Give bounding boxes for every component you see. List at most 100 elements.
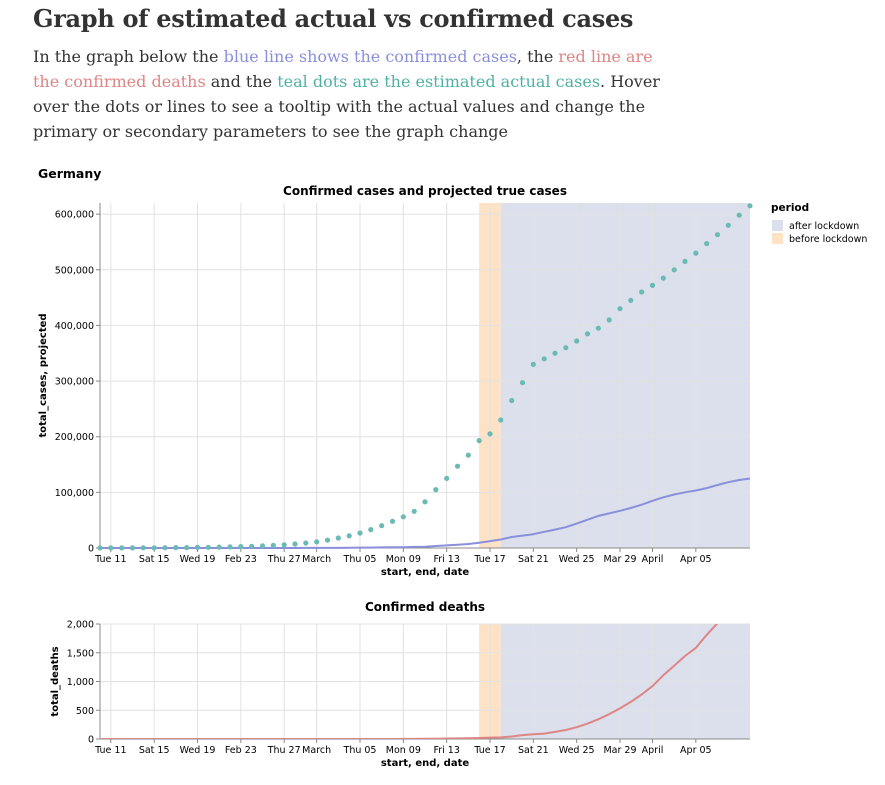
projected-case-point[interactable] <box>422 499 428 505</box>
projected-case-point[interactable] <box>541 356 547 362</box>
intro-teal-dots-text: teal dots are the estimated actual cases <box>277 72 601 91</box>
projected-case-point[interactable] <box>259 543 266 549</box>
y-tick-label: 2,000 <box>67 620 94 631</box>
projected-case-point[interactable] <box>682 258 688 264</box>
projected-case-point[interactable] <box>119 545 125 551</box>
projected-case-point[interactable] <box>584 331 591 337</box>
x-tick-label: April <box>642 554 664 565</box>
projected-case-point[interactable] <box>530 361 536 367</box>
projected-case-point[interactable] <box>574 338 580 344</box>
x-tick-label: Mon 09 <box>386 745 421 756</box>
x-tick-label: Apr 05 <box>680 745 712 756</box>
projected-case-point[interactable] <box>747 203 753 209</box>
y-axis-title: total_cases, projected <box>38 313 49 437</box>
page-title: Graph of estimated actual vs confirmed c… <box>33 4 634 33</box>
x-tick-label: Thu 27 <box>267 554 301 565</box>
x-tick-label: Sat 15 <box>139 745 170 756</box>
projected-case-point[interactable] <box>552 350 558 356</box>
legend-swatch-after-lockdown[interactable] <box>772 220 783 231</box>
y-tick-label: 500,000 <box>55 265 94 276</box>
projected-case-point[interactable] <box>368 527 374 533</box>
projected-case-point[interactable] <box>281 542 287 548</box>
projected-case-point[interactable] <box>270 542 276 549</box>
projected-case-point[interactable] <box>563 345 569 351</box>
x-tick-label: March <box>302 554 331 565</box>
projected-case-point[interactable] <box>519 380 526 386</box>
projected-case-point[interactable] <box>379 523 385 529</box>
projected-case-point[interactable] <box>714 232 721 238</box>
intro-red-line-text: red line are the confirmed deaths <box>33 47 653 91</box>
projected-case-point[interactable] <box>162 545 168 551</box>
projected-case-point[interactable] <box>238 544 244 550</box>
y-tick-label: 200,000 <box>55 432 94 443</box>
projected-case-point[interactable] <box>628 297 634 303</box>
projected-case-point[interactable] <box>476 438 482 444</box>
period-band-after-lockdown <box>500 203 750 548</box>
x-tick-label: Thu 05 <box>343 745 377 756</box>
projected-case-point[interactable] <box>303 540 309 546</box>
projected-case-point[interactable] <box>498 417 504 423</box>
projected-case-point[interactable] <box>736 212 742 218</box>
projected-case-point[interactable] <box>249 543 255 549</box>
projected-case-point[interactable] <box>173 545 179 551</box>
x-tick-label: Apr 05 <box>680 554 712 565</box>
y-tick-label: 0 <box>88 544 94 555</box>
projected-case-point[interactable] <box>444 475 450 481</box>
legend-label-before-lockdown: before lockdown <box>789 234 867 245</box>
projected-case-point[interactable] <box>509 397 515 404</box>
x-tick-label: Thu 27 <box>267 745 301 756</box>
legend-title: period <box>771 202 809 214</box>
x-tick-label: Sat 21 <box>518 745 549 756</box>
projected-case-point[interactable] <box>725 222 731 228</box>
projected-case-point[interactable] <box>129 545 136 551</box>
x-tick-label: Mar 29 <box>603 745 636 756</box>
projected-case-point[interactable] <box>216 544 222 550</box>
intro-text-1: In the graph below the <box>33 47 224 66</box>
projected-case-point[interactable] <box>465 452 471 458</box>
projected-case-point[interactable] <box>454 463 461 469</box>
projected-case-point[interactable] <box>292 541 298 547</box>
projected-case-point[interactable] <box>433 487 439 493</box>
projected-case-point[interactable] <box>151 545 157 551</box>
projected-case-point[interactable] <box>97 545 103 551</box>
projected-case-point[interactable] <box>693 250 699 256</box>
projected-case-point[interactable] <box>108 545 114 551</box>
projected-case-point[interactable] <box>639 289 645 295</box>
projected-case-point[interactable] <box>140 545 146 551</box>
projected-case-point[interactable] <box>357 530 363 536</box>
projected-case-point[interactable] <box>389 518 396 524</box>
projected-case-point[interactable] <box>335 535 341 541</box>
projected-case-point[interactable] <box>606 317 612 323</box>
projected-case-point[interactable] <box>617 306 623 312</box>
y-tick-label: 0 <box>88 735 94 746</box>
y-tick-label: 1,500 <box>67 648 94 659</box>
projected-case-point[interactable] <box>314 539 320 545</box>
x-tick-label: April <box>642 745 664 756</box>
projected-case-point[interactable] <box>660 275 666 281</box>
y-tick-label: 500 <box>76 706 94 717</box>
projected-case-point[interactable] <box>704 241 710 247</box>
projected-case-point[interactable] <box>205 544 211 550</box>
y-tick-label: 300,000 <box>55 377 94 388</box>
projected-case-point[interactable] <box>194 544 201 551</box>
legend-label-after-lockdown: after lockdown <box>789 221 859 232</box>
y-tick-label: 100,000 <box>55 488 94 499</box>
projected-case-point[interactable] <box>595 325 601 331</box>
projected-case-point[interactable] <box>411 508 417 514</box>
projected-case-point[interactable] <box>184 545 190 551</box>
legend-swatch-before-lockdown[interactable] <box>772 233 783 244</box>
projected-case-point[interactable] <box>346 533 352 539</box>
projected-case-point[interactable] <box>324 537 331 543</box>
x-tick-label: Tue 11 <box>94 554 126 565</box>
projected-case-point[interactable] <box>671 267 677 273</box>
x-tick-label: Sat 15 <box>139 554 170 565</box>
cases-chart: Tue 11 Sat 15 Wed 19 Feb 23 Thu 27 March Thu 0… <box>38 203 753 578</box>
projected-case-point[interactable] <box>400 514 406 520</box>
deaths-chart: Tue 11 Sat 15 Wed 19 Feb 23 Thu 27 March Thu 0… <box>50 580 750 769</box>
projected-case-point[interactable] <box>649 282 656 288</box>
projected-case-point[interactable] <box>487 431 493 437</box>
cases-chart-title: Confirmed cases and projected true cases <box>283 184 567 198</box>
projected-case-point[interactable] <box>227 544 233 550</box>
y-tick-label: 1,000 <box>67 677 94 688</box>
confirmed-deaths-line[interactable] <box>100 580 750 739</box>
